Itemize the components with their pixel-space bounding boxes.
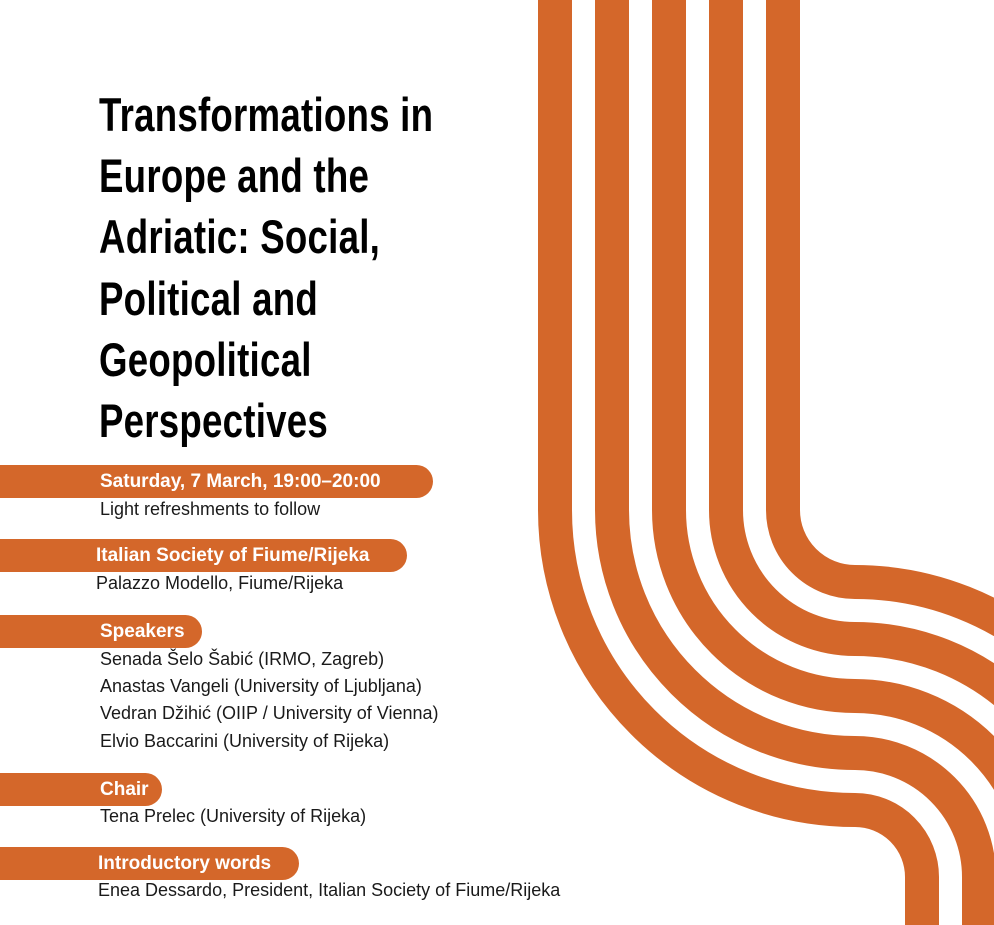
intro-label: Introductory words xyxy=(0,847,299,880)
stripe xyxy=(538,0,939,925)
venue-address: Palazzo Modello, Fiume/Rijeka xyxy=(96,573,344,593)
speaker-item: Senada Šelo Šabić (IRMO, Zagreb) xyxy=(100,649,385,669)
title-line: Transformations in xyxy=(99,88,434,141)
intro-name: Enea Dessardo, President, Italian Societ… xyxy=(98,880,561,900)
stripe xyxy=(709,0,994,706)
stripe xyxy=(652,0,994,791)
date-note: Light refreshments to follow xyxy=(100,499,321,519)
stripe xyxy=(595,0,994,925)
title-line: Adriatic: Social, xyxy=(99,210,381,264)
poster-title: Transformations in Europe and the Adriat… xyxy=(99,84,527,451)
title-line: Europe and the xyxy=(99,149,370,203)
speaker-item: Anastas Vangeli (University of Ljubljana… xyxy=(100,676,422,696)
title-line: Geopolitical xyxy=(99,332,312,386)
chair-name: Tena Prelec (University of Rijeka) xyxy=(100,806,367,826)
speaker-item: Vedran Džihić (OIIP / University of Vien… xyxy=(100,703,439,723)
title-line: Political and xyxy=(99,271,318,325)
date-label: Saturday, 7 March, 19:00–20:00 xyxy=(0,465,433,498)
stripe xyxy=(766,0,994,637)
venue-label: Italian Society of Fiume/Rijeka xyxy=(0,539,407,572)
chair-label: Chair xyxy=(0,773,162,806)
title-line: Perspectives xyxy=(99,394,329,448)
speaker-item: Elvio Baccarini (University of Rijeka) xyxy=(100,731,390,751)
speakers-label: Speakers xyxy=(0,615,202,648)
